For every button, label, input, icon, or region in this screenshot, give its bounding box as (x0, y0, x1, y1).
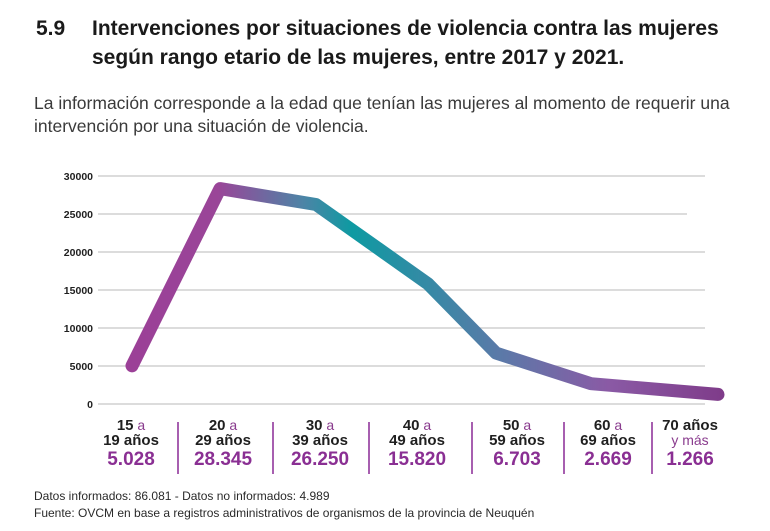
category-range-end: 39 años (292, 432, 348, 449)
category-line-1: 40 a (369, 417, 465, 434)
title-line-1: Intervenciones por situaciones de violen… (92, 17, 719, 40)
category-line-2: 49 años (369, 433, 465, 448)
category-range-start: 30 (305, 417, 323, 434)
category-separator (471, 422, 473, 474)
category-range-end: 29 años (195, 432, 251, 449)
category-range-end: 49 años (389, 432, 445, 449)
title-line-2: según rango etario de las mujeres, entre… (92, 46, 625, 69)
category-line-2: 39 años (272, 433, 368, 448)
chart-subtitle: La información corresponde a la edad que… (34, 93, 730, 136)
category-line-1: 50 a (469, 417, 565, 434)
y-tick-label: 5000 (70, 361, 94, 373)
category-value-label: 15.820 (387, 449, 447, 470)
category-value-label: 1.266 (666, 449, 714, 470)
category-connector: a (133, 417, 146, 433)
category-line-2: 59 años (469, 433, 565, 448)
category-separator (368, 422, 370, 474)
category-separator (651, 422, 653, 474)
category-range-start: 15 (116, 417, 134, 434)
category-label: 20 a 29 años 28.345 (175, 418, 271, 472)
category-separator (272, 422, 274, 474)
category-value-label: 6.703 (493, 449, 541, 470)
y-tick-label: 25000 (64, 209, 93, 221)
category-label: 50 a 59 años 6.703 (469, 418, 565, 472)
category-line-1: 20 a (175, 417, 271, 434)
category-label: 40 a 49 años 15.820 (369, 418, 465, 472)
series-line (125, 182, 725, 401)
y-tick-label: 30000 (64, 171, 93, 183)
category-line-1: 60 a (560, 417, 656, 434)
category-line-1: 15 a (83, 417, 179, 434)
category-separator (177, 422, 179, 474)
y-tick-label: 15000 (64, 285, 93, 297)
category-label: 70 años y más 1.266 (642, 418, 738, 472)
category-value-label: 2.669 (584, 449, 632, 470)
category-range-end: 69 años (580, 432, 636, 449)
category-value-label: 5.028 (107, 449, 155, 470)
category-range-start: 70 años (662, 417, 718, 434)
category-value-label: 26.250 (290, 449, 350, 470)
category-range-end: 19 años (103, 432, 159, 449)
series-line-path (125, 182, 725, 401)
category-suffix: y más (671, 432, 709, 448)
category-line-2: 29 años (175, 433, 271, 448)
category-connector: a (419, 417, 432, 433)
footer-source: Fuente: OVCM en base a registros adminis… (34, 506, 535, 520)
category-label: 15 a 19 años 5.028 (83, 418, 179, 472)
category-value-label: 28.345 (193, 449, 253, 470)
y-tick-label: 10000 (64, 323, 93, 335)
gridlines (98, 175, 705, 405)
category-line-1: 30 a (272, 417, 368, 434)
category-labels: 15 a 19 años 5.028 20 a 29 años 28.345 30 a 39 … (86, 418, 736, 478)
category-range-start: 40 (402, 417, 420, 434)
category-connector: a (322, 417, 335, 433)
footer-data-count: Datos informados: 86.081 - Datos no info… (34, 489, 330, 503)
category-range-start: 60 (593, 417, 611, 434)
category-line-2: 19 años (83, 433, 179, 448)
category-connector: a (610, 417, 623, 433)
category-connector: a (225, 417, 238, 433)
y-axis-ticks: 0 5000 10000 15000 20000 25000 30000 (64, 171, 93, 411)
category-range-end: 59 años (489, 432, 545, 449)
section-number: 5.9 (36, 17, 66, 40)
category-label: 30 a 39 años 26.250 (272, 418, 368, 472)
category-connector: a (519, 417, 532, 433)
category-line-2: 69 años (560, 433, 656, 448)
y-tick-label: 0 (87, 399, 93, 411)
category-line-1: 70 años (642, 418, 738, 433)
category-separator (563, 422, 565, 474)
category-range-start: 50 (502, 417, 520, 434)
y-tick-label: 20000 (64, 247, 93, 259)
category-label: 60 a 69 años 2.669 (560, 418, 656, 472)
category-range-start: 20 (208, 417, 226, 434)
category-line-2: y más (642, 433, 738, 448)
